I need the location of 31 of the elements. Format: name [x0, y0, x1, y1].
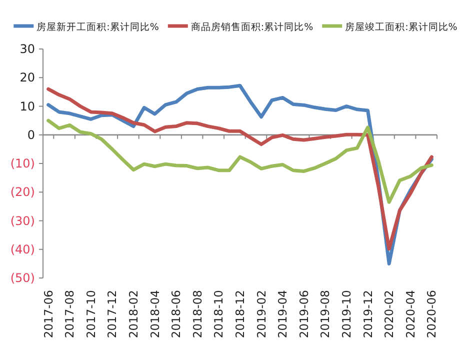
x-tick-label: 2020-02 [382, 290, 396, 338]
x-tick-label: 2020-06 [424, 290, 439, 338]
x-tick-label: 2018-06 [169, 290, 184, 338]
x-tick-label: 2019-04 [276, 290, 290, 338]
y-tick-label: (50) [10, 271, 35, 285]
y-tick-label: (40) [10, 242, 35, 256]
x-tick-label: 2017-06 [41, 290, 56, 338]
x-tick-label: 2018-08 [190, 290, 204, 338]
y-tick-label: (30) [10, 214, 35, 228]
y-tick-label: 0 [27, 128, 35, 142]
legend-label: 房屋新开工面积:累计同比% [36, 21, 159, 33]
x-tick-label: 2017-10 [84, 290, 98, 338]
x-tick-label: 2019-10 [339, 290, 354, 338]
y-tick-label: 20 [20, 70, 35, 85]
x-tick-label: 2019-06 [296, 290, 311, 338]
y-tick-label: 30 [20, 42, 35, 56]
x-tick-label: 2018-12 [233, 290, 247, 338]
x-tick-label: 2018-02 [126, 290, 141, 338]
x-tick-label: 2018-10 [212, 290, 226, 338]
y-tick-label: 10 [20, 99, 35, 114]
x-tick-label: 2019-12 [360, 290, 375, 338]
x-tick-label: 2019-02 [254, 290, 268, 338]
y-tick-label: (10) [10, 156, 35, 170]
x-tick-label: 2017-12 [105, 290, 120, 338]
x-tick-label: 2020-04 [403, 290, 418, 338]
y-tick-label: (20) [10, 185, 35, 200]
legend-label: 房屋竣工面积:累计同比% [345, 21, 458, 33]
x-tick-label: 2019-08 [318, 290, 332, 338]
legend-label: 商品房销售面积:累计同比% [190, 21, 314, 33]
x-tick-label: 2017-08 [62, 290, 77, 338]
x-tick-label: 2018-04 [148, 290, 162, 338]
